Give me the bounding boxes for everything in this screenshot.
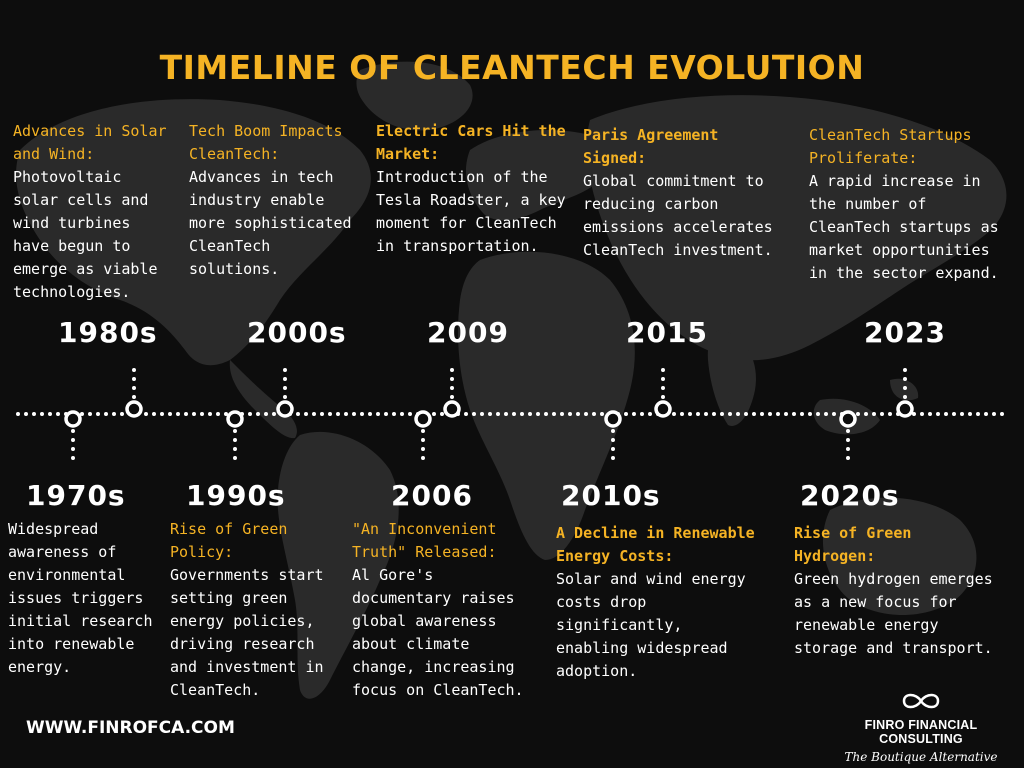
timeline-marker-2020s [839, 410, 857, 428]
event-body: Solar and wind energy costs drop signifi… [556, 570, 746, 680]
year-label-2010s: 2010s [561, 479, 661, 512]
event-1980s: Advances in Solar and Wind: Photovoltaic… [13, 120, 173, 304]
event-body: A rapid increase in the number of CleanT… [809, 172, 999, 282]
timeline-marker-2006 [414, 410, 432, 428]
timeline-marker-2023 [896, 400, 914, 418]
event-body: Governments start setting green energy p… [170, 566, 324, 699]
year-label-1980s: 1980s [58, 316, 158, 349]
year-label-2023: 2023 [864, 316, 946, 349]
event-body: Widespread awareness of environmental is… [8, 520, 153, 676]
event-2023: CleanTech Startups Proliferate: A rapid … [809, 124, 1009, 285]
event-heading: CleanTech Startups Proliferate: [809, 126, 972, 167]
year-label-2000s: 2000s [247, 316, 347, 349]
event-heading: A Decline in Renewable Energy Costs: [556, 524, 755, 565]
event-body: Green hydrogen emerges as a new focus fo… [794, 570, 993, 657]
event-2009: Electric Cars Hit the Market: Introducti… [376, 120, 566, 258]
event-heading: Electric Cars Hit the Market: [376, 122, 566, 163]
timeline-marker-1990s [226, 410, 244, 428]
page-title: TIMELINE OF CLEANTECH EVOLUTION [159, 48, 865, 87]
event-body: Introduction of the Tesla Roadster, a ke… [376, 168, 566, 255]
brand-block: FINRO FINANCIAL CONSULTING The Boutique … [826, 690, 1016, 764]
year-label-2009: 2009 [427, 316, 509, 349]
brand-tagline: The Boutique Alternative [844, 750, 998, 764]
year-label-2020s: 2020s [800, 479, 900, 512]
event-body: Al Gore's documentary raises global awar… [352, 566, 524, 699]
event-heading: Rise of Green Hydrogen: [794, 524, 912, 565]
infinity-icon [902, 693, 940, 709]
event-body: Advances in tech industry enable more so… [189, 168, 352, 278]
timeline-marker-2015 [654, 400, 672, 418]
timeline-marker-2009 [443, 400, 461, 418]
event-2015: Paris Agreement Signed: Global commitmen… [583, 124, 778, 262]
event-2010s: A Decline in Renewable Energy Costs: Sol… [556, 522, 756, 683]
event-body: Photovoltaic solar cells and wind turbin… [13, 168, 158, 301]
year-label-1970s: 1970s [26, 479, 126, 512]
website-link[interactable]: WWW.FINROFCA.COM [26, 718, 235, 738]
event-2000s: Tech Boom Impacts CleanTech: Advances in… [189, 120, 359, 281]
event-heading: Tech Boom Impacts CleanTech: [189, 122, 343, 163]
timeline-marker-2010s [604, 410, 622, 428]
timeline-marker-1980s [125, 400, 143, 418]
brand-name: FINRO FINANCIAL CONSULTING [864, 718, 978, 746]
event-heading: "An Inconvenient Truth" Released: [352, 520, 497, 561]
year-label-2006: 2006 [391, 479, 473, 512]
event-heading: Paris Agreement Signed: [583, 126, 719, 167]
event-heading: Rise of Green Policy: [170, 520, 288, 561]
timeline-marker-2000s [276, 400, 294, 418]
event-1970s: Widespread awareness of environmental is… [8, 518, 163, 679]
event-1990s: Rise of Green Policy: Governments start … [170, 518, 340, 702]
event-2006: "An Inconvenient Truth" Released: Al Gor… [352, 518, 532, 702]
event-2020s: Rise of Green Hydrogen: Green hydrogen e… [794, 522, 994, 660]
timeline-marker-1970s [64, 410, 82, 428]
event-body: Global commitment to reducing carbon emi… [583, 172, 773, 259]
year-label-2015: 2015 [626, 316, 708, 349]
year-label-1990s: 1990s [186, 479, 286, 512]
event-heading: Advances in Solar and Wind: [13, 122, 167, 163]
